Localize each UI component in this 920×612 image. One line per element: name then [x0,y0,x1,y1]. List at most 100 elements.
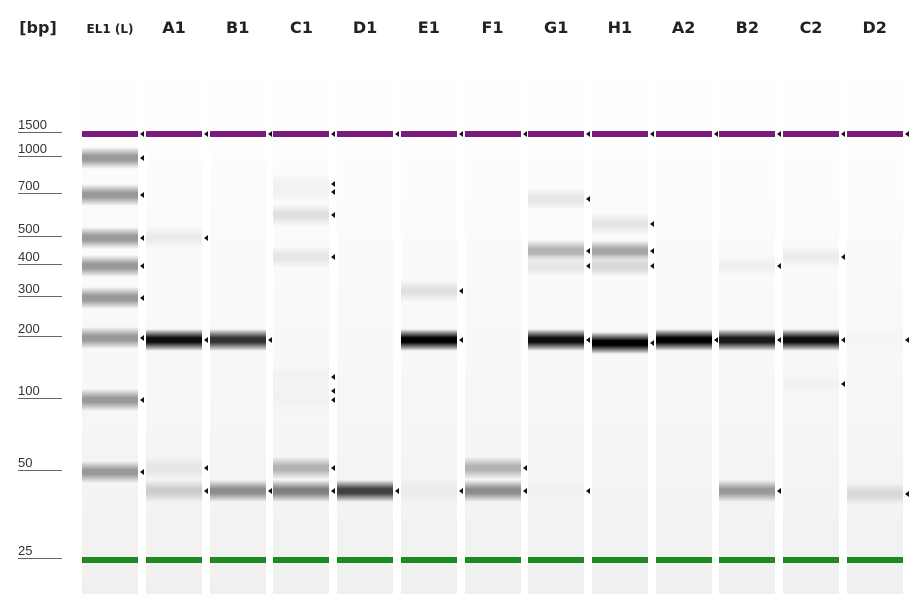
sample-band [146,480,202,503]
sample-band [719,329,776,352]
band-marker-icon [267,488,272,495]
upper-marker-band [82,131,138,137]
size-tick [18,156,62,157]
ladder-band [82,287,138,309]
band-marker-icon [140,131,144,137]
lane-header: D2 [862,18,887,37]
sample-lane [337,64,394,594]
band-marker-icon [458,337,463,344]
lane-header: C1 [289,18,313,37]
upper-marker-band [591,131,648,137]
sample-band [400,279,457,302]
ladder-band [82,227,138,249]
sample-band [273,245,330,268]
size-label: 50 [18,455,33,470]
band-marker-icon [204,488,208,495]
sample-band [783,245,839,268]
size-tick [18,296,62,297]
size-label: 1500 [18,117,47,132]
upper-marker-band [146,131,202,137]
lower-marker-band [591,557,648,563]
size-label: 700 [18,178,40,193]
sample-band [528,480,585,503]
band-marker-icon [586,131,591,137]
size-label: 400 [18,249,40,264]
band-marker-icon [331,211,336,218]
sample-band [655,329,712,352]
lane-header: B2 [735,18,759,37]
sample-lane [209,64,266,594]
sample-band [528,329,585,352]
upper-marker-band [655,131,712,137]
size-label: 1000 [18,141,47,156]
band-marker-icon [140,295,144,301]
band-marker-icon [777,263,782,269]
lower-marker-band [82,557,138,563]
band-marker-icon [140,263,144,269]
lane-header: G1 [544,18,569,37]
band-marker-icon [395,488,400,495]
size-tick [18,558,62,559]
band-marker-icon [777,337,782,344]
band-marker-icon [331,131,336,137]
lower-marker-band [719,557,776,563]
ladder-header: EL1 (L) [86,22,134,36]
sample-band [209,329,266,352]
band-marker-icon [140,469,144,475]
band-marker-icon [777,131,782,137]
band-marker-icon [713,337,718,344]
sample-band [591,212,648,235]
band-marker-icon [204,337,208,344]
band-marker-icon [204,235,208,241]
band-marker-icon [841,131,845,137]
upper-marker-band [337,131,394,137]
band-marker-icon [586,263,591,269]
sample-lane [719,64,776,594]
sample-band [528,255,585,277]
sample-lane [400,64,457,594]
lower-marker-band [655,557,712,563]
sample-band [464,456,521,479]
band-marker-icon [649,131,654,137]
lane-header: A1 [162,18,186,37]
ladder-band [82,147,138,169]
sample-band [783,372,839,395]
band-marker-icon [331,397,336,403]
ladder-band [82,327,138,349]
sample-band [400,480,457,503]
sample-band [146,329,202,352]
lower-marker-band [337,557,394,563]
lower-marker-band [528,557,585,563]
size-label: 100 [18,383,40,398]
sample-lane [464,64,521,594]
size-tick [18,236,62,237]
sample-band [400,329,457,352]
size-tick [18,193,62,194]
band-marker-icon [458,131,463,137]
sample-band [273,181,330,204]
ladder-band [82,255,138,277]
band-marker-icon [586,195,591,202]
band-marker-icon [841,253,845,260]
band-marker-icon [331,180,336,187]
sample-band [273,389,330,411]
band-marker-icon [267,131,272,137]
size-tick [18,470,62,471]
lower-marker-band [464,557,521,563]
band-marker-icon [140,397,144,403]
upper-marker-band [464,131,521,137]
sample-band [846,329,903,352]
band-marker-icon [204,131,208,137]
band-marker-icon [331,253,336,260]
sample-band [273,456,330,479]
size-label: 300 [18,281,40,296]
band-marker-icon [841,380,845,387]
unit-label: [bp] [19,18,57,37]
band-marker-icon [395,131,400,137]
band-marker-icon [331,488,336,495]
band-marker-icon [649,263,654,269]
band-marker-icon [649,220,654,227]
band-marker-icon [522,488,527,495]
band-marker-icon [904,491,909,498]
